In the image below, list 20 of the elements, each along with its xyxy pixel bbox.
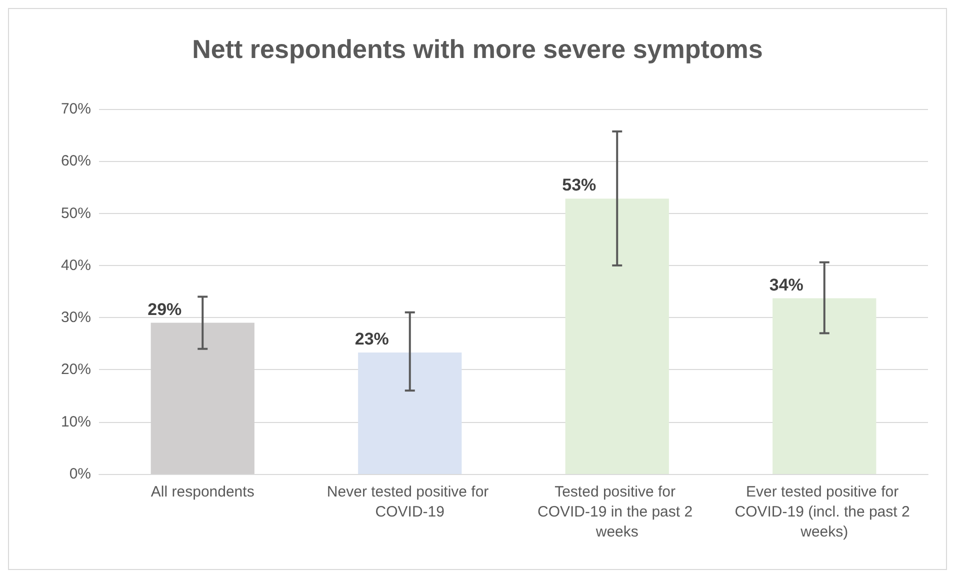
- x-tick-label: Never tested positive for COVID-19: [326, 484, 493, 520]
- bar: [772, 298, 876, 474]
- y-tick-label: 0%: [69, 466, 91, 482]
- data-label: 34%: [769, 275, 804, 294]
- data-label: 29%: [148, 300, 182, 319]
- x-tick-label: Tested positive for COVID-19 in the past 2 weeks: [538, 484, 697, 540]
- chart-title: Nett respondents with more severe symptoms: [192, 34, 763, 64]
- y-tick-label: 20%: [60, 361, 91, 378]
- bar: [565, 198, 669, 474]
- y-tick-label: 40%: [60, 256, 91, 274]
- y-tick-label: 60%: [60, 152, 91, 170]
- y-tick-label: 30%: [60, 309, 91, 326]
- y-tick-label: 70%: [60, 100, 91, 118]
- x-tick-label: All respondents: [150, 484, 254, 500]
- x-tick-label: Ever tested positive for COVID-19 (incl. the past 2 weeks): [734, 484, 914, 540]
- data-label: 23%: [354, 330, 389, 349]
- bar: [358, 352, 462, 474]
- y-tick-label: 10%: [60, 413, 91, 430]
- data-label: 53%: [562, 176, 596, 195]
- y-tick-label: 50%: [60, 204, 91, 222]
